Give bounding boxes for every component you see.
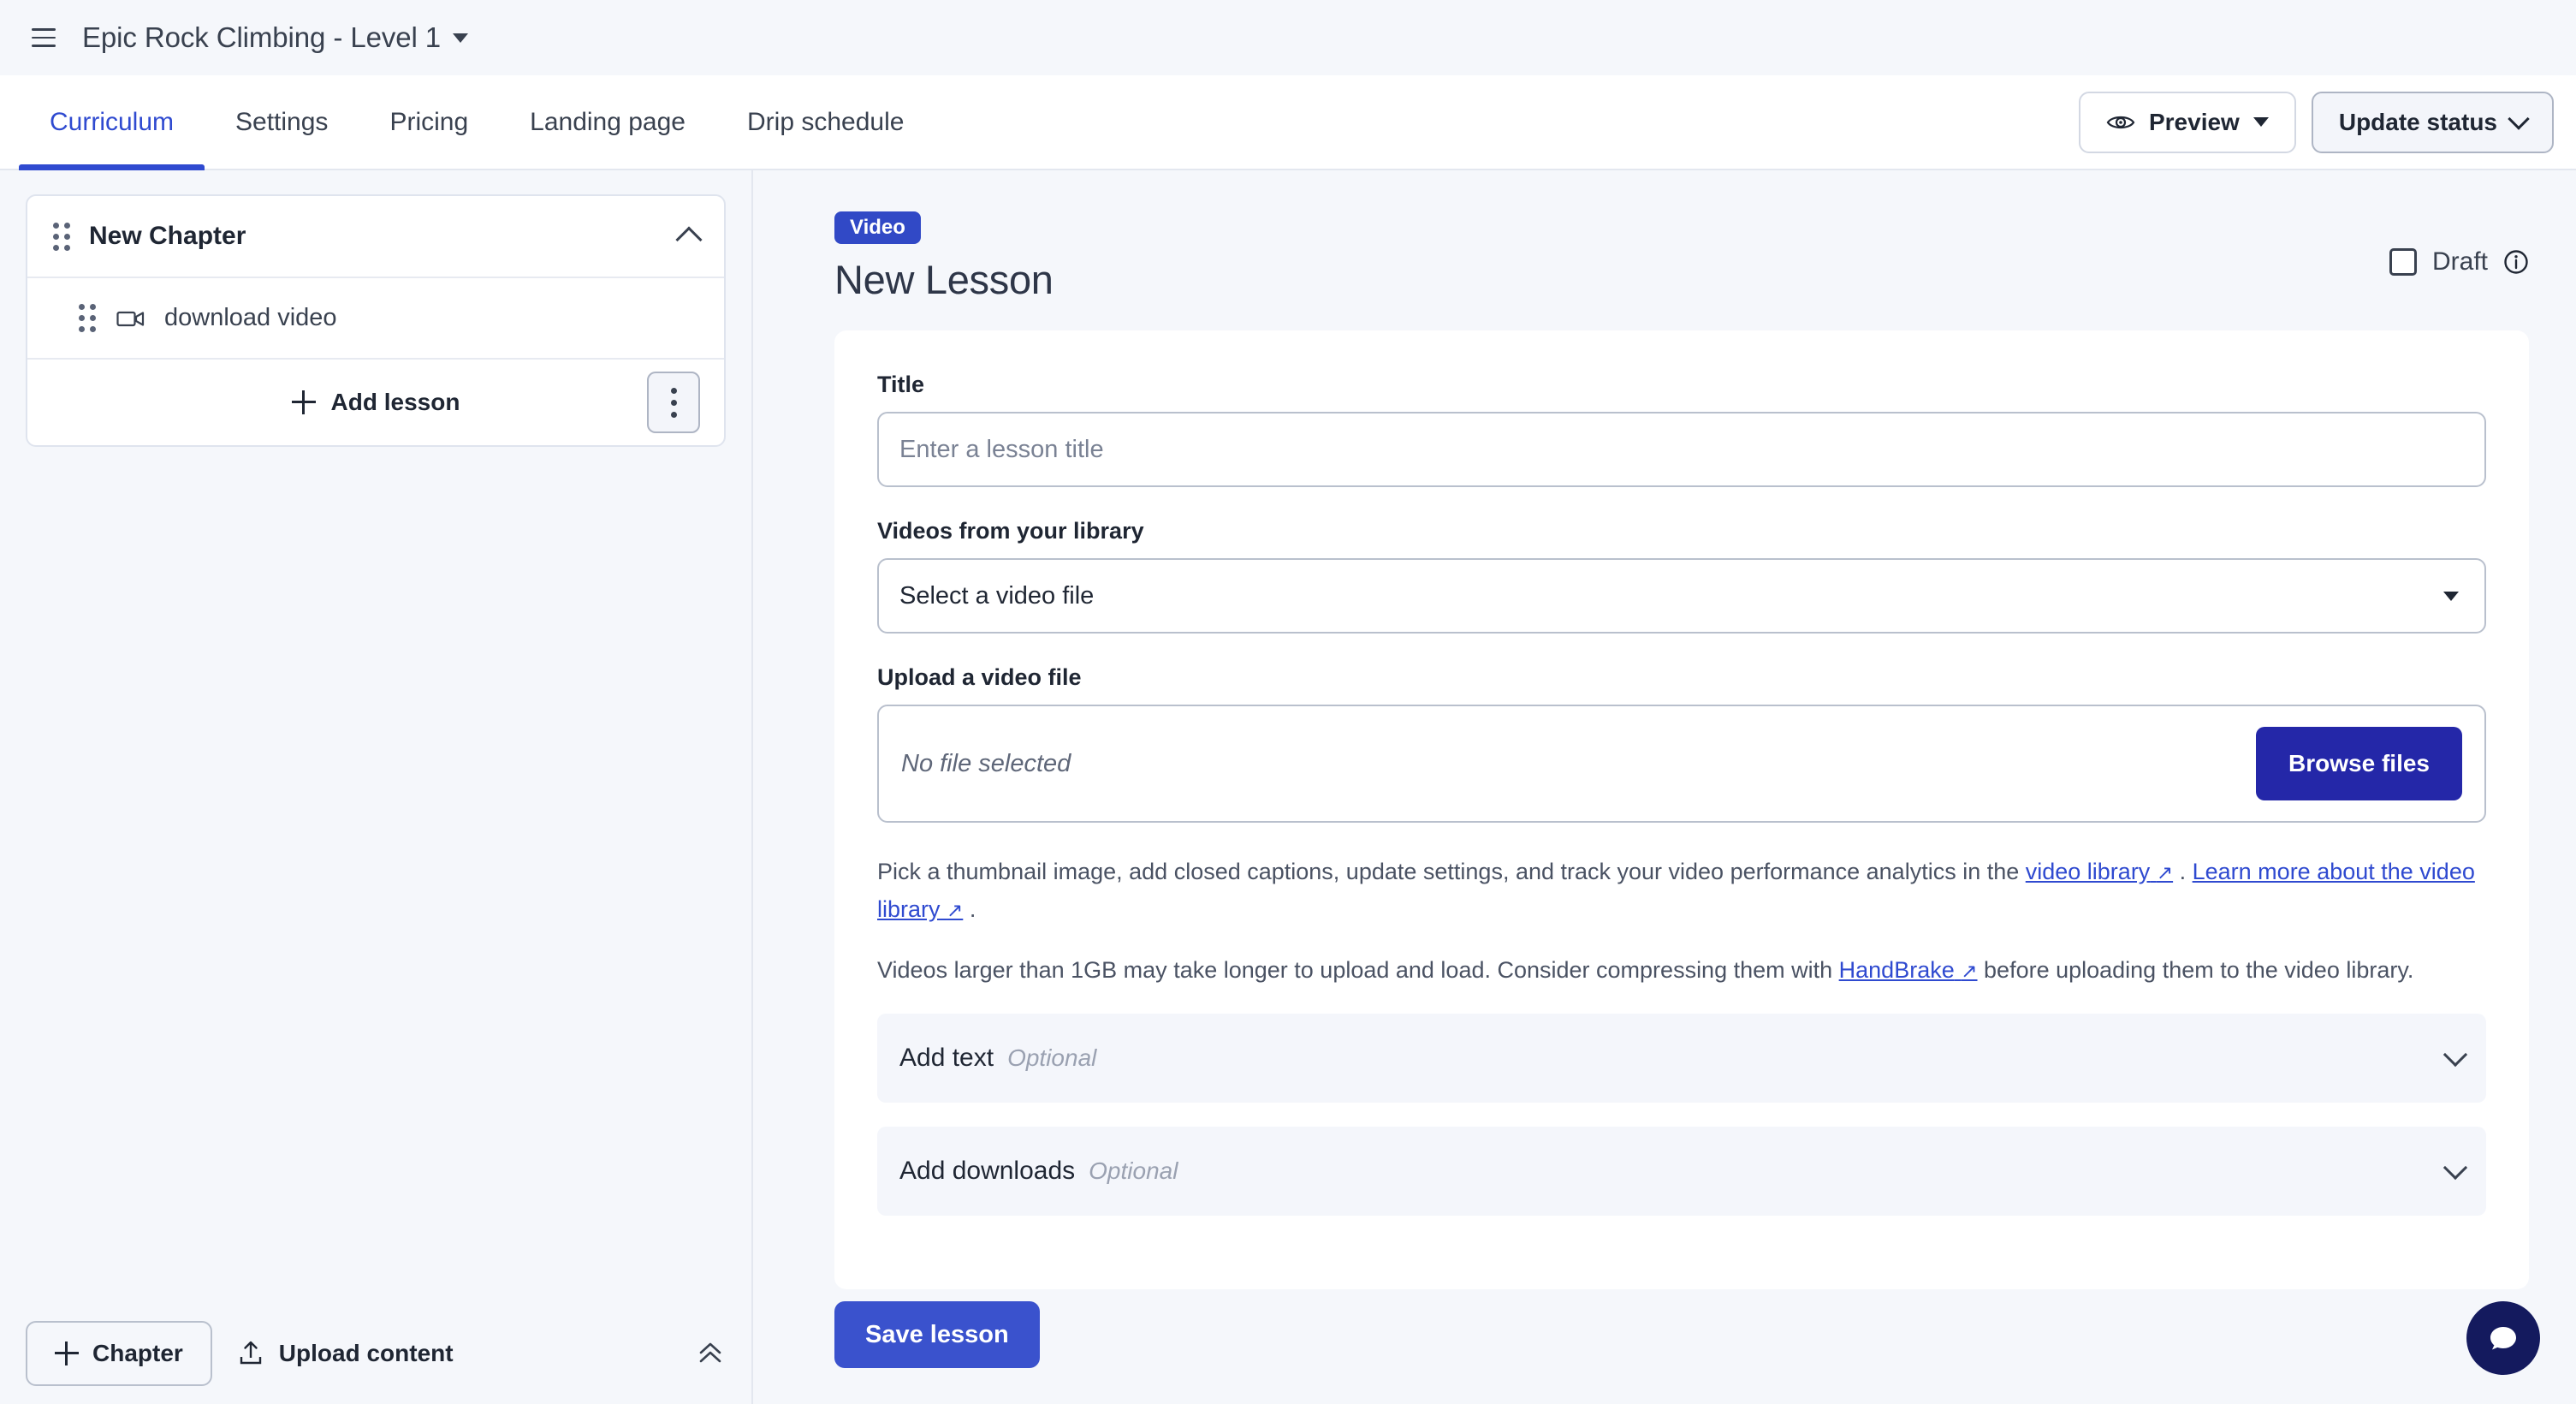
preview-label: Preview — [2148, 108, 2240, 135]
lesson-editor: Video New Lesson Draft Title Videos from… — [753, 170, 2576, 1404]
lesson-type-badge: Video — [834, 211, 921, 244]
add-chapter-label: Chapter — [92, 1340, 183, 1366]
save-lesson-button[interactable]: Save lesson — [834, 1301, 1040, 1368]
double-chevron-up-icon[interactable] — [695, 1340, 726, 1367]
video-camera-icon — [116, 311, 145, 326]
add-downloads-title: Add downloads — [899, 1157, 1076, 1186]
upload-content-button[interactable]: Upload content — [238, 1340, 454, 1367]
browse-files-button[interactable]: Browse files — [2256, 727, 2462, 800]
external-link-icon: ↗ — [947, 898, 964, 921]
upload-icon — [240, 1341, 261, 1365]
lesson-name: download video — [164, 304, 337, 331]
tab-curriculum[interactable]: Curriculum — [19, 75, 205, 170]
help-p1-mid: . — [2173, 859, 2193, 884]
chapter-more-options-button[interactable] — [647, 372, 700, 433]
add-lesson-label: Add lesson — [330, 389, 460, 415]
external-link-icon: ↗ — [2156, 861, 2174, 883]
caret-down-icon[interactable] — [453, 33, 469, 43]
plus-icon — [291, 390, 316, 414]
tab-list: Curriculum Settings Pricing Landing page… — [19, 75, 935, 170]
update-status-label: Update status — [2338, 108, 2497, 135]
file-upload-area[interactable]: No file selected Browse files — [877, 705, 2486, 823]
add-lesson-button[interactable]: Add lesson — [291, 389, 460, 416]
handbrake-link[interactable]: HandBrake ↗ — [1839, 957, 1978, 983]
add-chapter-button[interactable]: Chapter — [26, 1321, 212, 1386]
lesson-form-card: Title Videos from your library Select a … — [834, 330, 2529, 1289]
chapter-title: New Chapter — [89, 222, 246, 250]
video-library-link-label: video library — [2025, 859, 2151, 884]
page-title: New Lesson — [834, 257, 1054, 302]
help-p1-part1: Pick a thumbnail image, add closed capti… — [877, 859, 2026, 884]
page-body: New Chapter download video — [0, 170, 2576, 1404]
preview-button[interactable]: Preview — [2078, 91, 2296, 153]
video-file-selected-value: Select a video file — [899, 581, 1095, 610]
tab-label: Pricing — [389, 107, 469, 136]
curriculum-sidebar: New Chapter download video — [0, 170, 753, 1404]
chevron-down-icon — [2442, 1043, 2468, 1068]
tab-label: Curriculum — [50, 107, 175, 136]
course-title: Epic Rock Climbing - Level 1 — [82, 21, 442, 53]
learn-more-video-library-link[interactable]: Learn more about the video library ↗ — [877, 859, 2475, 922]
sidebar-footer: Chapter Upload content — [0, 1303, 751, 1404]
upload-content-label: Upload content — [278, 1340, 454, 1366]
lesson-title-input[interactable] — [877, 412, 2486, 487]
learn-more-link-label: Learn more about the video library — [877, 859, 2475, 922]
add-text-title: Add text — [899, 1044, 994, 1073]
plus-icon — [55, 1342, 79, 1365]
video-library-help-text: Pick a thumbnail image, add closed capti… — [877, 854, 2486, 928]
chat-bubble-glyph — [2490, 1327, 2516, 1350]
tab-label: Settings — [235, 107, 329, 136]
chevron-down-icon — [2508, 107, 2530, 130]
handbrake-link-label: HandBrake — [1838, 957, 1955, 984]
tab-pricing[interactable]: Pricing — [359, 75, 499, 169]
title-label: Title — [877, 372, 925, 397]
top-bar-actions: Preview Update status — [2078, 75, 2554, 169]
update-status-button[interactable]: Update status — [2311, 91, 2554, 153]
video-library-link[interactable]: video library ↗ — [2026, 859, 2173, 884]
chapter-footer: Add lesson — [27, 360, 724, 445]
eye-icon — [2106, 116, 2135, 128]
add-text-accordion[interactable]: Add text Optional — [877, 1014, 2486, 1104]
video-size-help-text: Videos larger than 1GB may take longer t… — [877, 952, 2486, 990]
tab-drip-schedule[interactable]: Drip schedule — [716, 75, 935, 169]
lesson-header-left: Video New Lesson — [834, 211, 1054, 303]
chat-bubble-icon[interactable] — [2466, 1301, 2540, 1375]
chevron-up-icon[interactable] — [675, 226, 703, 253]
help-p2-part1: Videos larger than 1GB may take longer t… — [877, 957, 1839, 984]
draft-label: Draft — [2431, 247, 2488, 276]
lesson-row[interactable]: download video — [27, 278, 724, 360]
add-downloads-accordion[interactable]: Add downloads Optional — [877, 1127, 2486, 1217]
drag-handle-icon[interactable] — [53, 222, 70, 251]
add-downloads-optional: Optional — [1089, 1157, 1178, 1185]
chapter-header[interactable]: New Chapter — [27, 196, 724, 278]
chevron-down-icon — [2253, 117, 2269, 127]
hamburger-icon[interactable] — [24, 18, 63, 57]
draft-toggle: Draft — [2389, 247, 2529, 277]
chapter-card: New Chapter download video — [26, 194, 726, 447]
no-file-text: No file selected — [901, 749, 1071, 777]
draft-checkbox[interactable] — [2389, 248, 2417, 276]
chapter-list: New Chapter download video — [0, 170, 751, 1303]
chevron-down-icon — [2442, 1156, 2468, 1181]
help-p2-end: before uploading them to the video libra… — [1977, 957, 2414, 984]
tab-settings[interactable]: Settings — [205, 75, 359, 169]
tab-bar: Curriculum Settings Pricing Landing page… — [0, 75, 2576, 170]
lesson-header: Video New Lesson Draft — [834, 211, 2529, 303]
top-bar: Epic Rock Climbing - Level 1 — [0, 0, 2576, 75]
chevron-down-icon — [2443, 591, 2459, 601]
video-library-label: Videos from your library — [877, 518, 1144, 544]
tab-landing-page[interactable]: Landing page — [499, 75, 716, 169]
help-p1-end: . — [963, 895, 976, 922]
video-library-group: Videos from your library Select a video … — [877, 518, 2486, 634]
upload-video-group: Upload a video file No file selected Bro… — [877, 664, 2486, 823]
add-text-optional: Optional — [1007, 1044, 1097, 1072]
info-icon[interactable] — [2503, 249, 2529, 275]
drag-handle-icon[interactable] — [79, 304, 96, 332]
upload-video-label: Upload a video file — [877, 664, 1082, 690]
external-link-icon: ↗ — [1961, 960, 1978, 983]
video-file-select[interactable]: Select a video file — [877, 558, 2486, 634]
title-field-group: Title — [877, 372, 2486, 487]
tab-label: Drip schedule — [747, 107, 905, 136]
tab-label: Landing page — [530, 107, 686, 136]
